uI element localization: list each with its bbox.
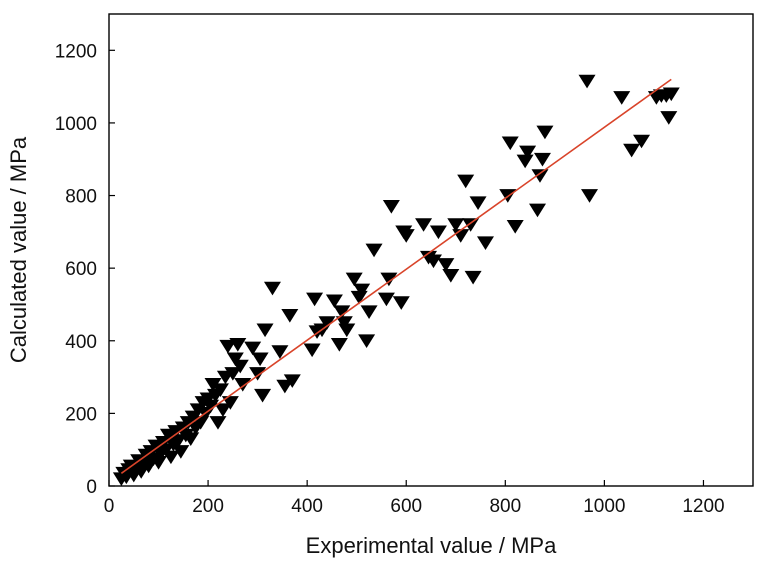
data-point: [172, 445, 190, 459]
data-point: [234, 377, 252, 392]
data-point: [469, 196, 487, 211]
data-point: [276, 379, 294, 394]
data-point: [365, 243, 383, 258]
data-points: [112, 74, 680, 486]
data-point: [283, 374, 301, 388]
y-tick-label: 1200: [55, 41, 97, 62]
data-point: [415, 218, 433, 232]
data-point: [623, 143, 641, 158]
x-tick-label: 1200: [682, 496, 724, 517]
fit-line: [120, 78, 672, 474]
data-point: [211, 383, 229, 398]
data-point: [429, 225, 447, 240]
data-point: [256, 323, 274, 338]
data-point: [182, 432, 200, 447]
data-point: [202, 399, 220, 414]
x-tick-label: 1000: [583, 496, 625, 517]
data-point: [169, 434, 187, 448]
x-tick-label: 200: [192, 496, 224, 517]
x-tick-label: 400: [291, 496, 323, 517]
data-point: [303, 343, 321, 358]
data-point: [380, 272, 398, 287]
data-point: [229, 338, 247, 352]
y-tick-label: 600: [65, 259, 97, 280]
data-point: [531, 169, 549, 183]
data-point: [464, 270, 482, 285]
data-point: [633, 134, 651, 149]
data-point: [613, 91, 631, 105]
data-point: [578, 74, 596, 89]
y-axis-title: Calculated value / MPa: [6, 136, 31, 363]
data-point: [221, 396, 239, 410]
data-point: [457, 174, 475, 189]
x-axis-title: Experimental value / MPa: [306, 533, 557, 558]
x-tick-label: 0: [104, 496, 115, 517]
x-tick-label: 600: [390, 496, 422, 517]
data-point: [306, 292, 324, 307]
data-point: [476, 236, 494, 250]
data-point: [358, 334, 376, 348]
data-point: [231, 359, 249, 374]
data-point: [660, 111, 678, 125]
data-point: [397, 229, 415, 243]
data-point: [226, 352, 244, 367]
data-point: [249, 367, 267, 381]
y-tick-label: 0: [86, 477, 97, 498]
data-point: [501, 136, 519, 151]
data-point: [447, 218, 465, 232]
data-point: [519, 145, 537, 160]
data-point: [506, 220, 524, 234]
data-point: [224, 367, 242, 381]
data-point: [281, 308, 299, 323]
data-point: [325, 294, 343, 309]
y-tick-label: 200: [65, 404, 97, 425]
data-point: [353, 283, 371, 298]
data-point: [377, 292, 395, 307]
data-point: [360, 305, 378, 319]
data-point: [338, 323, 356, 338]
data-point: [254, 388, 272, 403]
x-tick-label: 800: [489, 496, 521, 517]
y-tick-label: 1000: [55, 114, 97, 135]
data-point: [157, 443, 175, 457]
data-point: [335, 316, 353, 330]
data-point: [330, 338, 348, 352]
data-point: [333, 305, 351, 319]
data-point: [437, 258, 455, 272]
data-point: [318, 316, 336, 330]
data-point: [209, 416, 227, 430]
data-point: [263, 281, 281, 296]
plot-area-frame: [108, 13, 754, 487]
y-axis-ticks: 0 200 400 600 800 1000 1200: [55, 41, 115, 498]
data-point: [516, 154, 534, 169]
data-point: [271, 345, 289, 359]
data-point: [536, 125, 554, 140]
x-axis-ticks: 0 200 400 600 800 1000 1200: [104, 480, 725, 517]
data-point: [382, 200, 400, 214]
data-point: [662, 87, 680, 102]
data-point: [533, 152, 551, 167]
data-point: [251, 352, 269, 367]
data-point: [244, 341, 262, 356]
data-point: [442, 269, 460, 283]
data-point: [345, 272, 363, 287]
data-point: [529, 203, 547, 218]
data-point: [424, 254, 442, 269]
data-point: [219, 339, 237, 354]
y-tick-label: 400: [65, 332, 97, 353]
data-point: [214, 403, 232, 417]
y-tick-label: 800: [65, 187, 97, 208]
data-point: [581, 189, 599, 203]
data-point: [392, 296, 410, 310]
data-point: [162, 450, 180, 465]
data-point: [462, 218, 480, 232]
data-point: [150, 456, 168, 470]
